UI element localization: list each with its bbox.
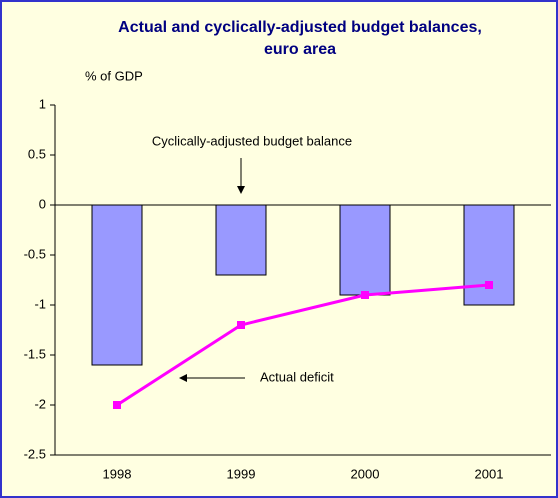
bar	[339, 204, 391, 296]
bar	[91, 204, 143, 366]
line-marker	[485, 281, 493, 289]
line-marker	[113, 401, 121, 409]
x-tick-label: 2000	[351, 466, 380, 481]
y-tick-label: -0.5	[24, 246, 46, 261]
y-axis-label: % of GDP	[85, 68, 143, 83]
bar	[215, 204, 267, 276]
annotation: Actual deficit	[260, 369, 334, 384]
y-tick-label: -2	[34, 396, 46, 411]
x-tick-label: 2001	[475, 466, 504, 481]
y-tick-label: 1	[39, 96, 46, 111]
y-tick-label: 0.5	[28, 146, 46, 161]
x-tick-label: 1999	[227, 466, 256, 481]
chart-title: euro area	[264, 41, 336, 58]
line	[116, 283, 490, 407]
bar	[463, 204, 515, 306]
y-tick-label: 0	[39, 196, 46, 211]
y-tick-label: -1.5	[24, 346, 46, 361]
annotation: Cyclically-adjusted budget balance	[152, 133, 352, 148]
line-marker	[237, 321, 245, 329]
y-tick-label: -2.5	[24, 446, 46, 461]
line-marker	[361, 291, 369, 299]
y-tick-label: -1	[34, 296, 46, 311]
chart-title: Actual and cyclically-adjusted budget ba…	[118, 19, 482, 36]
x-tick-label: 1998	[103, 466, 132, 481]
